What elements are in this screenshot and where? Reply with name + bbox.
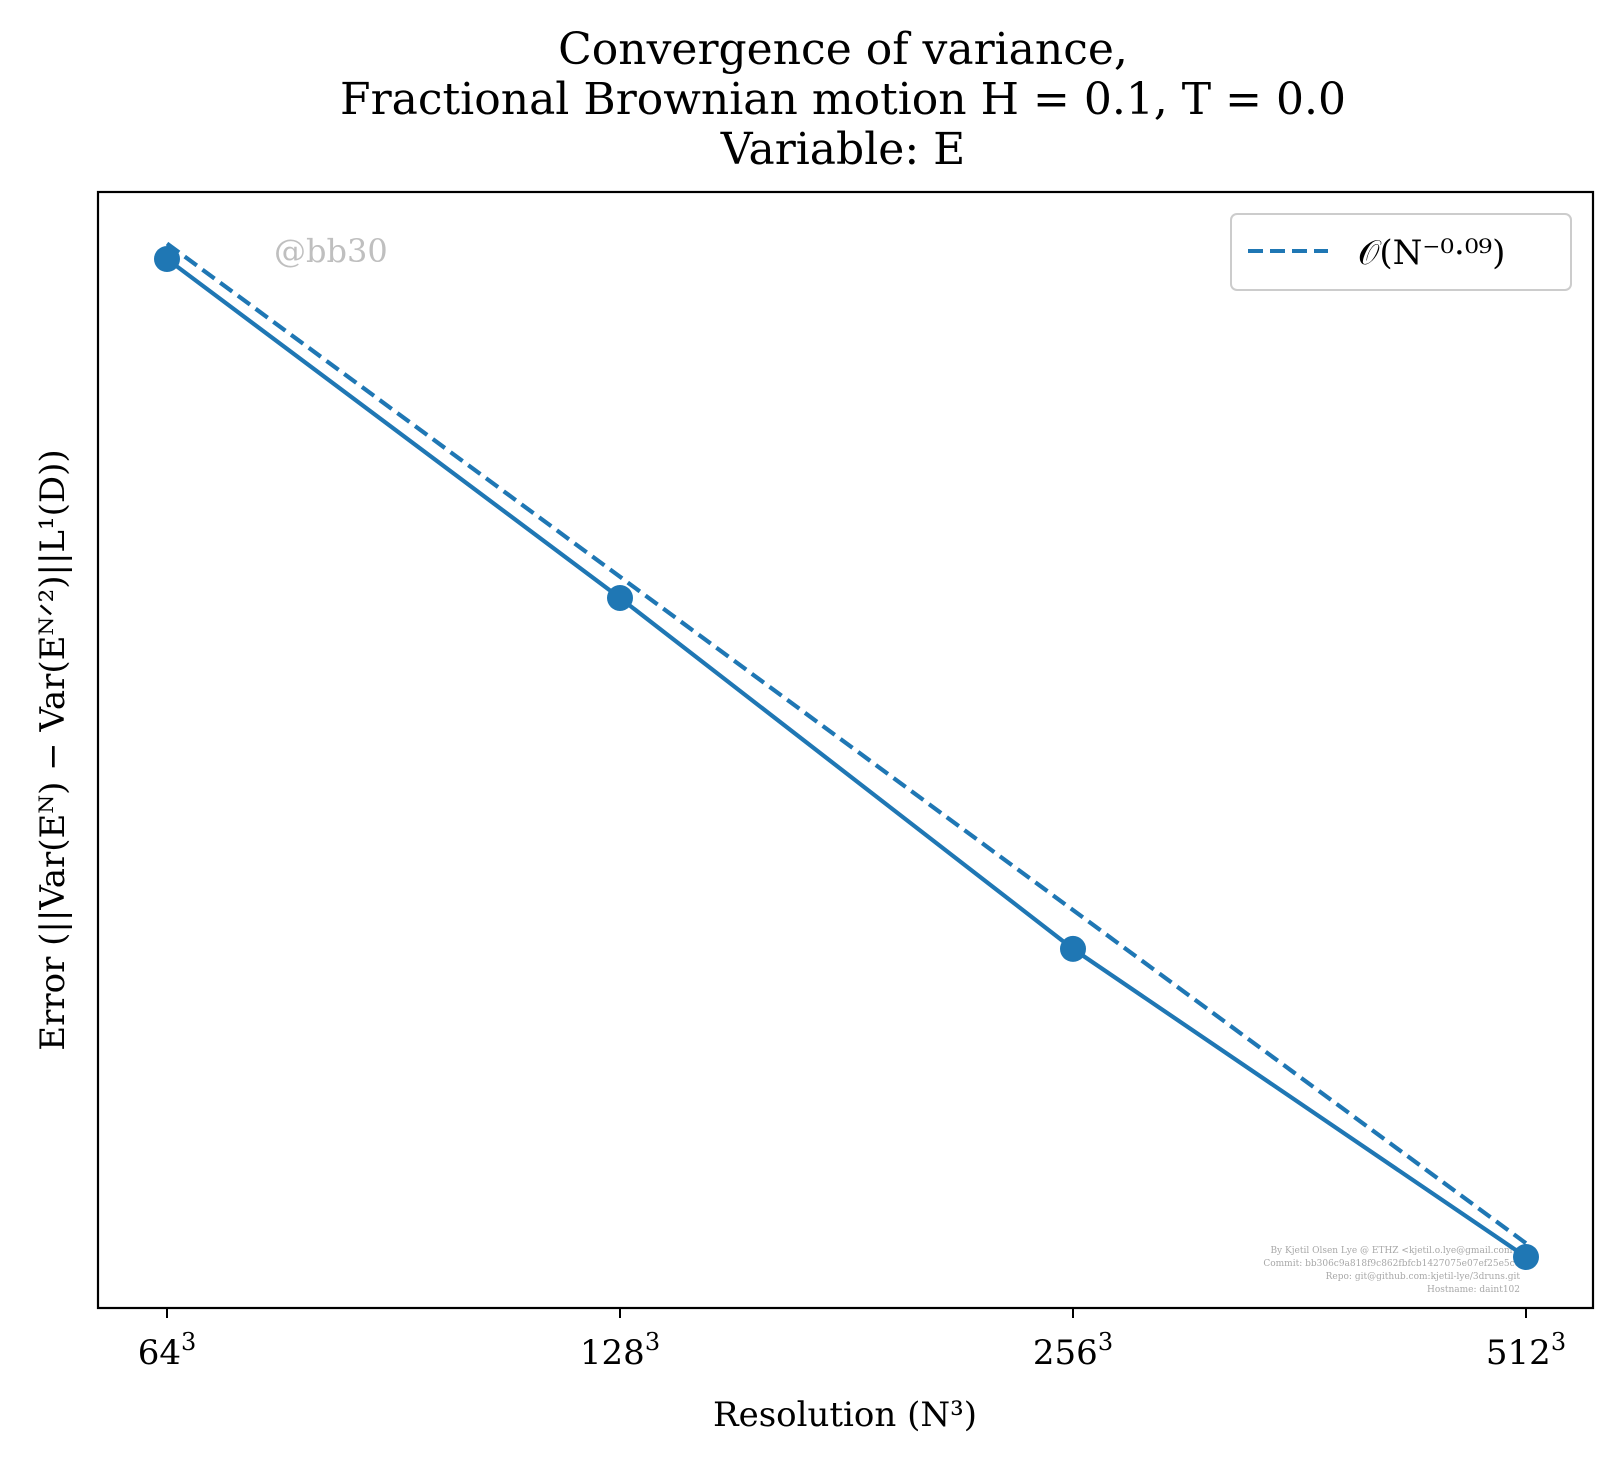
credit-line-1: By Kjetil Olsen Lye @ ETHZ <kjetil.o.lye… [1270,1246,1520,1256]
plot-area-frame [96,190,1595,1310]
chart-title-line-3: Variable: E [720,124,966,175]
credits-block: By Kjetil Olsen Lye @ ETHZ <kjetil.o.lye… [1263,1246,1520,1295]
watermark: @bb30 [274,232,388,270]
credit-line-4: Hostname: daint102 [1427,1285,1520,1295]
series-layer [154,241,1539,1270]
data-point-marker [1060,935,1086,962]
data-point-marker [607,584,633,611]
legend-box [1230,213,1572,291]
chart-title-line-2: Fractional Brownian motion H = 0.1, T = … [340,74,1346,125]
y-axis-label: Error (||Var(Eᴺ) − Var(Eᴺᐟ²)||L¹(D)) [33,449,73,1050]
reference-slope-line [165,241,1528,1245]
x-axis-ticks: 643 1283 2563 5123 [138,1308,1566,1373]
x-tick-label: 2563 [1033,1328,1113,1373]
x-tick-label: 5123 [1486,1328,1566,1373]
x-axis-label: Resolution (N³) [713,1395,977,1435]
data-point-marker [1513,1244,1539,1270]
chart-title-line-1: Convergence of variance, [558,24,1128,75]
legend: 𝒪(N⁻⁰·⁰⁹) [1230,213,1572,291]
data-point-marker [154,246,180,272]
legend-label: 𝒪(N⁻⁰·⁰⁹) [1358,233,1505,273]
credit-line-2: Commit: bb306c9a818f9c862fbfcb1427075e07… [1263,1259,1520,1269]
credit-line-3: Repo: git@github.com:kjetil-lye/3druns.g… [1326,1272,1521,1282]
error-line [165,257,1528,1259]
x-tick-label: 1283 [580,1328,660,1373]
x-tick-label: 643 [138,1328,197,1373]
